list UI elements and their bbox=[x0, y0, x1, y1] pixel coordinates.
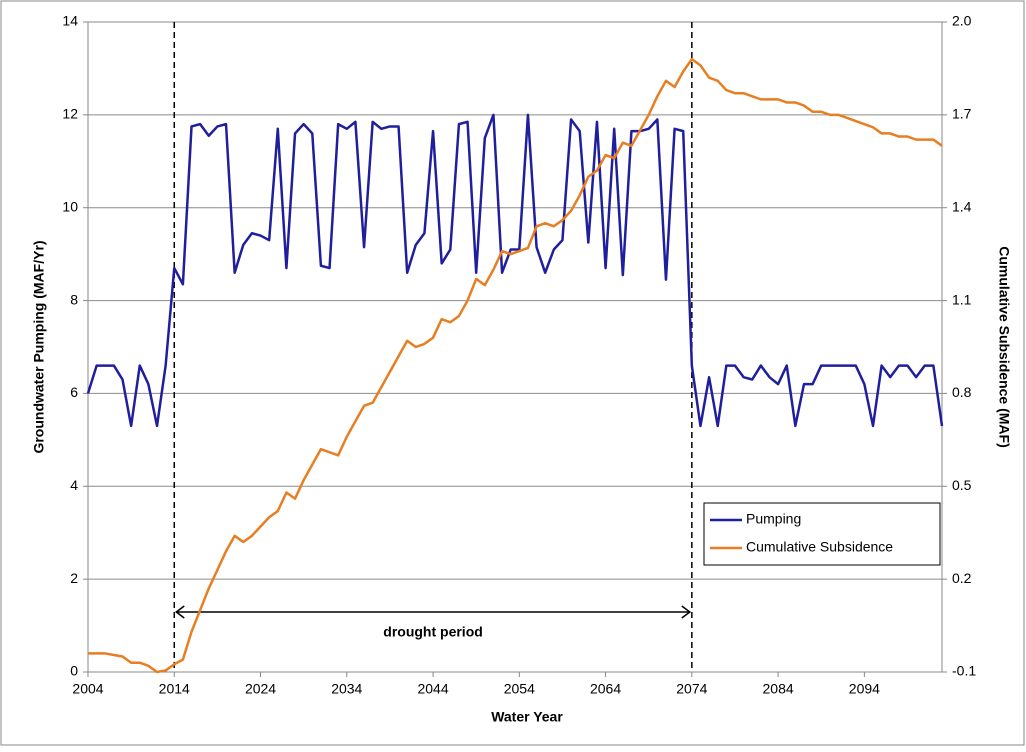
y2-tick-label: -0.1 bbox=[952, 663, 976, 679]
y-tick-label: 6 bbox=[70, 384, 78, 400]
y2-tick-label: 1.7 bbox=[952, 106, 972, 122]
x-tick-label: 2074 bbox=[676, 681, 707, 697]
x-tick-label: 2044 bbox=[417, 681, 448, 697]
x-tick-label: 2004 bbox=[72, 681, 103, 697]
y-tick-label: 8 bbox=[70, 291, 78, 307]
y-tick-label: 2 bbox=[70, 570, 78, 586]
series-line bbox=[88, 57, 943, 674]
arrow-head bbox=[681, 605, 692, 619]
x-tick-label: 2024 bbox=[245, 681, 276, 697]
y2-axis-label: Cumulative Subsidence (MAF) bbox=[996, 246, 1012, 447]
plot-area bbox=[87, 21, 943, 673]
y2-tick-label: 0.5 bbox=[952, 477, 972, 493]
x-tick-label: 2014 bbox=[159, 681, 190, 697]
y-tick-label: 12 bbox=[62, 106, 78, 122]
series-line bbox=[86, 113, 944, 428]
x-axis-label: Water Year bbox=[491, 709, 563, 725]
legend-box bbox=[703, 502, 941, 566]
y-axis-label: Groundwater Pumping (MAF/Yr) bbox=[31, 240, 47, 453]
y2-tick-label: 1.4 bbox=[952, 198, 972, 214]
legend-label: Cumulative Subsidence bbox=[746, 539, 893, 555]
y2-tick-label: 0.2 bbox=[952, 570, 972, 586]
arrow-head bbox=[175, 605, 185, 619]
x-tick-label: 2054 bbox=[504, 681, 535, 697]
x-tick-label: 2034 bbox=[331, 681, 362, 697]
x-tick-label: 2094 bbox=[849, 681, 880, 697]
y-tick-label: 4 bbox=[70, 477, 78, 493]
y2-tick-label: 1.1 bbox=[952, 291, 972, 307]
y-tick-label: 14 bbox=[62, 13, 78, 29]
legend-label: Pumping bbox=[746, 511, 801, 527]
x-tick-label: 2064 bbox=[590, 681, 621, 697]
y2-tick-label: 2.0 bbox=[952, 13, 972, 29]
y-tick-label: 0 bbox=[70, 663, 78, 679]
x-tick-label: 2084 bbox=[763, 681, 794, 697]
y2-tick-label: 0.8 bbox=[952, 384, 972, 400]
y-tick-label: 10 bbox=[62, 198, 78, 214]
annotation-text: drought period bbox=[383, 624, 483, 640]
